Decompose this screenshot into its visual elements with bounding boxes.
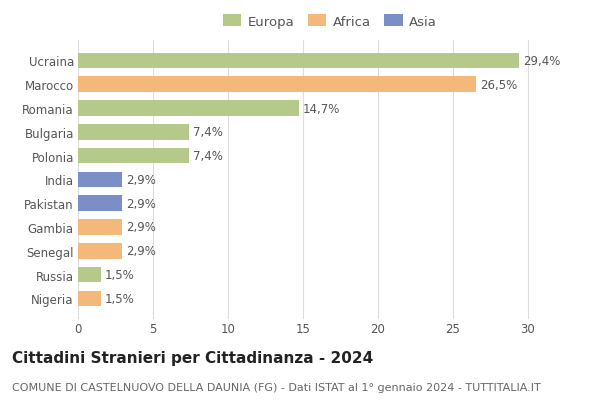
Bar [78,77,476,93]
Text: 1,5%: 1,5% [105,268,135,281]
Text: 29,4%: 29,4% [523,55,561,68]
Text: 14,7%: 14,7% [303,102,340,115]
Bar [78,101,299,117]
Text: 2,9%: 2,9% [126,221,156,234]
Bar [78,54,519,69]
Bar [78,243,121,259]
Text: 1,5%: 1,5% [105,292,135,305]
Bar [78,172,121,188]
Bar [78,125,189,140]
Bar [78,291,101,306]
Text: 7,4%: 7,4% [193,150,223,163]
Bar [78,267,101,283]
Text: COMUNE DI CASTELNUOVO DELLA DAUNIA (FG) - Dati ISTAT al 1° gennaio 2024 - TUTTIT: COMUNE DI CASTELNUOVO DELLA DAUNIA (FG) … [12,382,541,392]
Text: 2,9%: 2,9% [126,173,156,187]
Bar [78,220,121,235]
Bar [78,196,121,211]
Text: 26,5%: 26,5% [480,79,517,92]
Bar [78,148,189,164]
Legend: Europa, Africa, Asia: Europa, Africa, Asia [223,15,437,29]
Text: Cittadini Stranieri per Cittadinanza - 2024: Cittadini Stranieri per Cittadinanza - 2… [12,350,373,365]
Text: 7,4%: 7,4% [193,126,223,139]
Text: 2,9%: 2,9% [126,245,156,258]
Text: 2,9%: 2,9% [126,197,156,210]
